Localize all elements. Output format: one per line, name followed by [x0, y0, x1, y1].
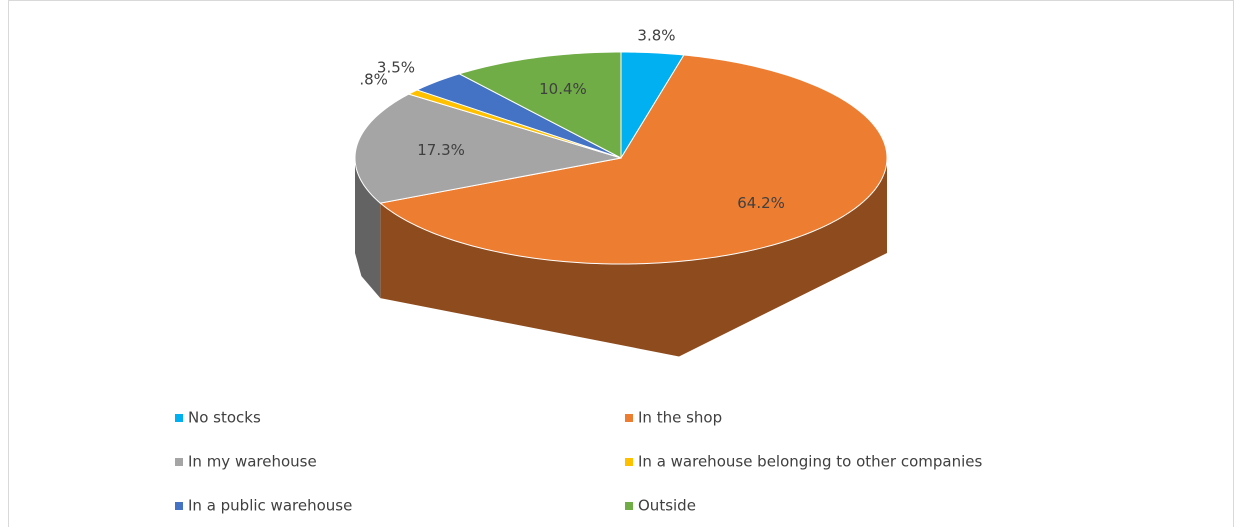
data-label: 10.4%	[539, 80, 587, 98]
legend-swatch	[175, 458, 183, 466]
data-label: 3.8%	[637, 27, 675, 45]
pie-slice	[379, 54, 888, 265]
pie-slice-side	[380, 158, 887, 357]
data-label: 64.2%	[737, 194, 785, 212]
pie-slice-side	[355, 158, 381, 299]
legend-swatch	[625, 458, 633, 466]
data-label: .8%	[359, 71, 388, 89]
legend-label: In the shop	[638, 409, 722, 427]
pie-slice	[415, 73, 622, 159]
data-label: 3.5%	[377, 59, 415, 77]
legend-swatch	[625, 502, 633, 510]
legend-swatch	[625, 414, 633, 422]
pie-slice	[354, 93, 622, 204]
pie-slice	[457, 51, 622, 159]
legend-label: Outside	[638, 497, 696, 515]
legend-swatch	[175, 502, 183, 510]
legend-label: In a warehouse belonging to other compan…	[638, 453, 982, 471]
legend-label: In my warehouse	[188, 453, 317, 471]
legend-label: In a public warehouse	[188, 497, 352, 515]
legend-swatch	[175, 414, 183, 422]
data-label: 17.3%	[417, 141, 465, 159]
legend-label: No stocks	[188, 409, 261, 427]
